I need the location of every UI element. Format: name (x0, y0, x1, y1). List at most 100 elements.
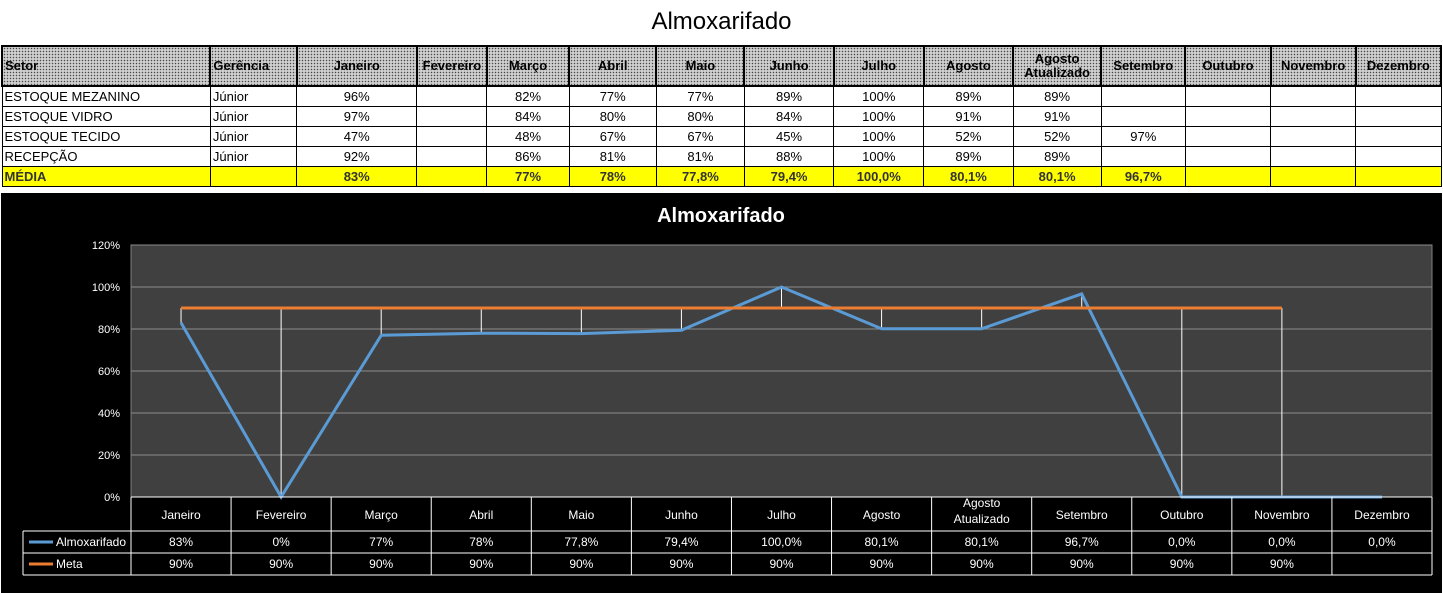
chart-panel: Almoxarifado 0% 20% 40% 60% 80% 100% 120% Janeir… (1, 193, 1442, 593)
table-row-cell: 88% (743, 146, 835, 167)
y-tick-label: 120% (92, 240, 120, 252)
table-row-cell: 67% (655, 126, 745, 147)
average-row-cell: 77,8% (655, 166, 745, 187)
table-row-cell: 86% (486, 146, 570, 167)
table-row-cell: 45% (743, 126, 835, 147)
table-row-cell: 96% (296, 85, 418, 107)
table-row-cell: Júnior (209, 106, 298, 127)
data-label: 83% (169, 535, 193, 549)
average-row-cell: 79,4% (743, 166, 835, 187)
header-row-cell: Outubro (1184, 45, 1272, 87)
table-row-cell (416, 106, 488, 127)
header-row-cell: Fevereiro (415, 45, 488, 87)
y-tick-label: 100% (92, 282, 120, 294)
x-category-label: Outubro (1160, 508, 1204, 522)
table-row-cell: 77% (655, 85, 745, 107)
y-tick-label: 80% (98, 324, 120, 336)
table-row-cell (1100, 146, 1186, 167)
y-tick-label: 60% (98, 366, 120, 378)
header-row-cell: Gerência (209, 45, 298, 87)
data-label: 0% (272, 535, 290, 549)
header-row-cell: Agosto (922, 45, 1015, 87)
table-row-cell: Júnior (209, 146, 298, 167)
page-title: Almoxarifado (651, 8, 792, 35)
average-row-cell: MÉDIA (1, 166, 211, 187)
average-row-cell (416, 166, 488, 187)
data-label: 78% (469, 535, 493, 549)
data-label: 0,0% (1268, 535, 1296, 549)
table-row-cell: 67% (568, 126, 657, 147)
table-row-cell: 89% (923, 85, 1014, 107)
table-row: RECEPÇÃO Júnior 92% 86% 81% 81% 88% 100% 89% 89% (1, 146, 1442, 167)
average-row-cell: 77% (486, 166, 570, 187)
header-row-cell: Agosto Atualizado (1012, 45, 1103, 87)
chart-title: Almoxarifado (657, 205, 785, 227)
table-row-cell: 77% (568, 85, 657, 107)
data-table: Setor Gerência Janeiro Fevereiro Março Abril M… (0, 45, 1443, 187)
header-row-cell: Janeiro (295, 45, 418, 87)
table-row-cell: 89% (1012, 85, 1102, 107)
y-tick-label: 20% (98, 450, 120, 462)
table-row: ESTOQUE MEZANINO Júnior 96% 82% 77% 77% 89% 100… (1, 85, 1442, 107)
table-row-cell: ESTOQUE MEZANINO (1, 85, 211, 107)
table-row-cell: 91% (1012, 106, 1102, 127)
header-row-cell: Março (485, 45, 571, 87)
table-row-cell: ESTOQUE TECIDO (1, 126, 211, 147)
data-label: 90% (169, 557, 193, 571)
table-row-cell: ESTOQUE VIDRO (1, 106, 211, 127)
x-category-label: Abril (469, 508, 493, 522)
table-row-cell: 80% (655, 106, 745, 127)
table-row: ESTOQUE TECIDO Júnior 47% 48% 67% 67% 45% 100% 5… (1, 126, 1442, 147)
header-row-cell: Maio (655, 45, 746, 87)
x-category-label: Maio (568, 508, 594, 522)
average-row-cell: 80,1% (1012, 166, 1102, 187)
table-row-cell (1100, 106, 1186, 127)
data-label: 0,0% (1368, 535, 1396, 549)
data-label: 77,8% (564, 535, 598, 549)
table-row-cell: 47% (296, 126, 418, 147)
table-row-cell (1184, 146, 1272, 167)
table-row-cell (1355, 146, 1442, 167)
table-row-cell (416, 146, 488, 167)
data-label: 90% (1170, 557, 1194, 571)
table-row-cell: 92% (296, 146, 418, 167)
x-category-label: Fevereiro (256, 508, 307, 522)
table-row-cell: 100% (833, 126, 925, 147)
y-tick-label: 40% (98, 408, 120, 420)
table-row-cell: 52% (1012, 126, 1102, 147)
data-label: 96,7% (1065, 535, 1099, 549)
data-label: 80,1% (965, 535, 999, 549)
table-row-cell: 97% (296, 106, 418, 127)
average-row-cell: 83% (296, 166, 418, 187)
table-row-cell (1270, 146, 1357, 167)
table-row-cell (1355, 85, 1442, 107)
table-row-cell: 97% (1100, 126, 1186, 147)
data-label: 90% (1070, 557, 1094, 571)
table-row-cell: 84% (486, 106, 570, 127)
table-row-cell: 81% (568, 146, 657, 167)
header-row-cell: Setembro (1100, 45, 1187, 87)
average-row-cell: 78% (568, 166, 657, 187)
table-row-cell: 89% (743, 85, 835, 107)
average-row-cell (1184, 166, 1272, 187)
table-row-cell (416, 126, 488, 147)
table-row-cell: 100% (833, 85, 925, 107)
table-row-cell (1270, 106, 1357, 127)
legend-label: Almoxarifado (56, 535, 126, 549)
table-row-cell: 82% (486, 85, 570, 107)
table-row-cell (1355, 106, 1442, 127)
x-category-label: Novembro (1254, 508, 1310, 522)
x-category-label: Setembro (1056, 508, 1108, 522)
data-label: 90% (469, 557, 493, 571)
table-row-cell: 52% (923, 126, 1014, 147)
data-label: 90% (669, 557, 693, 571)
table-row-cell: 100% (833, 146, 925, 167)
header-row-cell: Junho (743, 45, 835, 87)
table-row-cell (1184, 106, 1272, 127)
table-row-cell: Júnior (209, 85, 298, 107)
table-row-cell (1184, 85, 1272, 107)
average-row: MÉDIA 83% 77% 78% 77,8% 79,4% 100,0% 80,1% 80,1%… (1, 166, 1442, 187)
table-row-cell (416, 85, 488, 107)
average-row-cell: 96,7% (1100, 166, 1186, 187)
data-label: 90% (369, 557, 393, 571)
